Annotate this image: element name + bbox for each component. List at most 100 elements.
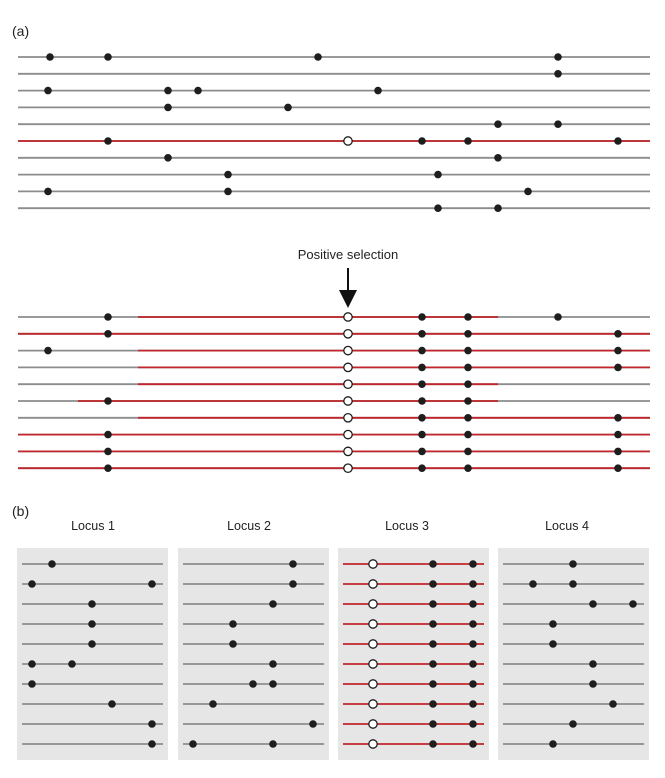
locus-1-title: Locus 1 [71,519,115,533]
snp-marker [614,137,622,145]
selected-allele-marker [368,699,378,709]
snp-marker [418,464,426,473]
locus-background [338,548,489,760]
snp-marker [44,86,52,95]
snp-marker [104,464,112,473]
locus-background [498,548,649,760]
snp-marker [289,580,297,588]
snp-marker [469,660,477,668]
snp-marker [418,346,426,355]
snp-marker [418,397,426,405]
top-haplotype [18,120,650,128]
locus-haplotype [22,740,163,748]
snp-marker [249,680,257,688]
selected-allele-marker [343,396,353,406]
snp-marker [164,154,172,162]
selected-allele-marker [343,412,353,423]
locus-haplotype [183,600,324,608]
snp-marker [469,560,477,568]
bottom-haplotype [18,446,650,457]
locus-2-panel: Locus 2 [178,519,329,760]
snp-marker [418,137,426,145]
locus-haplotype [183,740,324,748]
snp-marker [464,397,472,405]
snp-marker [429,620,437,628]
snp-marker [429,700,437,708]
locus-haplotype [22,620,163,628]
snp-marker [614,414,622,422]
snp-marker [148,580,156,588]
locus-haplotype [22,700,163,708]
snp-marker [88,620,96,628]
panel-a-bottom-haplotypes [18,312,650,474]
snp-marker [229,620,237,628]
top-haplotype [18,170,650,179]
selection-arrow-icon [339,268,357,308]
locus-haplotype [503,740,644,748]
top-haplotype [18,53,650,61]
selected-allele-marker [368,619,378,629]
locus-haplotype [183,720,324,728]
snp-marker [104,53,112,61]
locus-haplotype [343,719,484,729]
locus-3-panel: Locus 3 [338,519,489,760]
bottom-haplotype [18,412,650,423]
snp-marker [429,600,437,608]
panel-a-label: (a) [12,23,29,39]
snp-marker [269,600,277,608]
panel-b-label: (b) [12,503,29,519]
snp-marker [554,120,562,128]
snp-marker [269,680,277,688]
locus-haplotype [22,720,163,728]
snp-marker [609,700,617,708]
snp-marker [464,363,472,372]
locus-haplotype [503,620,644,628]
locus-haplotype [183,680,324,688]
snp-marker [269,740,277,748]
snp-marker [464,330,472,338]
snp-marker [469,720,477,728]
locus-haplotype [22,660,163,668]
snp-marker [554,313,562,321]
top-haplotype [18,136,650,146]
snp-marker [224,187,232,196]
top-haplotype [18,187,650,196]
snp-marker [104,397,112,405]
locus-haplotype [343,599,484,609]
snp-marker [614,346,622,355]
locus-haplotype [503,680,644,688]
snp-marker [418,363,426,372]
locus-haplotype [22,560,163,568]
snp-marker [464,414,472,422]
snp-marker [209,700,217,708]
snp-marker [284,103,292,112]
snp-marker [48,560,56,568]
snp-marker [104,447,112,456]
selected-allele-marker [343,362,353,373]
snp-marker [148,740,156,748]
snp-marker [28,660,36,668]
selected-allele-marker [368,579,378,589]
snp-marker [104,430,112,439]
snp-marker [464,464,472,473]
snp-marker [494,154,502,162]
locus-3-title: Locus 3 [385,519,429,533]
snp-marker [429,580,437,588]
bottom-haplotype [18,345,650,356]
snp-marker [46,53,54,61]
snp-marker [589,680,597,688]
snp-marker [189,740,197,748]
locus-haplotype [343,579,484,589]
snp-marker [418,380,426,389]
locus-haplotype [183,560,324,568]
snp-marker [469,620,477,628]
snp-marker [429,720,437,728]
snp-marker [469,740,477,748]
snp-marker [269,660,277,668]
locus-haplotype [503,580,644,588]
locus-haplotype [343,619,484,629]
snp-marker [104,137,112,145]
snp-marker [614,363,622,372]
snp-marker [494,120,502,128]
